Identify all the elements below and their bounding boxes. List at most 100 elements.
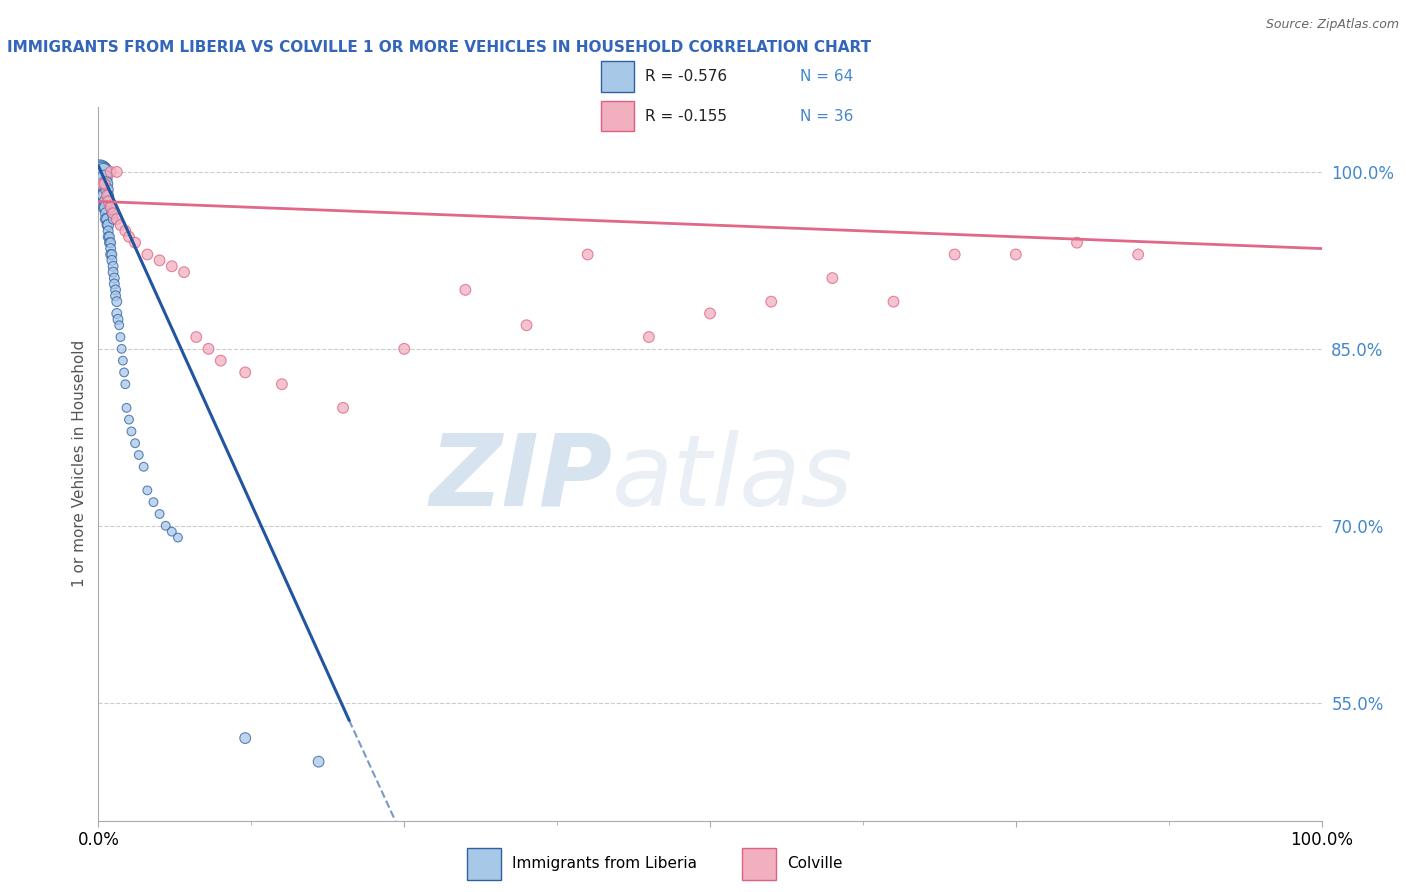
Point — [101, 260, 124, 274]
Point — [270, 377, 294, 392]
Point — [93, 194, 115, 209]
Text: N = 64: N = 64 — [800, 69, 853, 84]
FancyBboxPatch shape — [600, 101, 634, 131]
Point — [96, 212, 118, 227]
Point — [93, 188, 115, 202]
Point — [332, 401, 354, 415]
Point — [115, 401, 138, 415]
Point — [104, 283, 127, 297]
Text: ZIP: ZIP — [429, 430, 612, 526]
Text: Immigrants from Liberia: Immigrants from Liberia — [512, 855, 697, 871]
Point — [105, 165, 128, 179]
FancyBboxPatch shape — [742, 848, 776, 880]
Text: Colville: Colville — [787, 855, 842, 871]
Point — [883, 294, 905, 309]
Point — [104, 289, 127, 303]
Point — [821, 271, 844, 285]
Point — [114, 224, 136, 238]
Point — [98, 194, 121, 209]
Point — [308, 755, 330, 769]
Point — [97, 229, 120, 244]
Point — [197, 342, 219, 356]
Point — [124, 235, 146, 250]
Point — [89, 165, 111, 179]
Point — [91, 177, 114, 191]
Point — [97, 218, 120, 232]
Point — [100, 165, 122, 179]
Point — [96, 188, 118, 202]
Point — [638, 330, 661, 344]
Point — [91, 177, 114, 191]
Point — [120, 425, 142, 439]
Point — [100, 235, 122, 250]
Point — [699, 306, 721, 320]
Point — [100, 242, 122, 256]
FancyBboxPatch shape — [600, 62, 634, 92]
Point — [167, 531, 190, 545]
Point — [97, 224, 120, 238]
Point — [101, 206, 124, 220]
Point — [93, 200, 115, 214]
Point — [136, 483, 159, 498]
Point — [1128, 247, 1150, 261]
Point — [100, 247, 122, 261]
Point — [101, 212, 124, 227]
Point — [128, 448, 150, 462]
Point — [91, 177, 114, 191]
Point — [454, 283, 477, 297]
Text: atlas: atlas — [612, 430, 853, 526]
Point — [1004, 247, 1026, 261]
Point — [110, 330, 132, 344]
Point — [112, 366, 135, 380]
Point — [98, 235, 121, 250]
Point — [118, 412, 141, 426]
Point — [105, 306, 128, 320]
Point — [149, 507, 172, 521]
Point — [1066, 235, 1088, 250]
Point — [97, 194, 120, 209]
Point — [186, 330, 208, 344]
Point — [160, 524, 183, 539]
Point — [101, 253, 124, 268]
Point — [392, 342, 416, 356]
Point — [105, 212, 128, 227]
Point — [101, 247, 124, 261]
Point — [101, 206, 124, 220]
Y-axis label: 1 or more Vehicles in Household: 1 or more Vehicles in Household — [72, 340, 87, 588]
Point — [94, 200, 117, 214]
Point — [515, 318, 537, 333]
Point — [90, 165, 112, 179]
Point — [101, 265, 124, 279]
Point — [233, 366, 256, 380]
Point — [118, 229, 141, 244]
Point — [91, 165, 114, 179]
Text: IMMIGRANTS FROM LIBERIA VS COLVILLE 1 OR MORE VEHICLES IN HOUSEHOLD CORRELATION : IMMIGRANTS FROM LIBERIA VS COLVILLE 1 OR… — [7, 40, 872, 55]
Point — [97, 188, 120, 202]
Point — [91, 165, 114, 179]
Point — [761, 294, 783, 309]
Point — [100, 200, 122, 214]
Point — [233, 731, 256, 745]
Point — [160, 260, 183, 274]
Text: Source: ZipAtlas.com: Source: ZipAtlas.com — [1265, 18, 1399, 31]
Text: N = 36: N = 36 — [800, 109, 853, 124]
Point — [108, 318, 131, 333]
Point — [124, 436, 146, 450]
Point — [91, 188, 114, 202]
Point — [149, 253, 172, 268]
Text: R = -0.576: R = -0.576 — [644, 69, 727, 84]
Point — [111, 353, 134, 368]
Point — [94, 212, 117, 227]
Point — [209, 353, 232, 368]
Point — [91, 165, 114, 179]
Point — [114, 377, 136, 392]
Text: R = -0.155: R = -0.155 — [644, 109, 727, 124]
Point — [94, 177, 117, 191]
Point — [136, 247, 159, 261]
Point — [943, 247, 966, 261]
Point — [132, 459, 155, 474]
Point — [98, 229, 121, 244]
Point — [173, 265, 195, 279]
Point — [96, 218, 118, 232]
Point — [93, 170, 115, 185]
